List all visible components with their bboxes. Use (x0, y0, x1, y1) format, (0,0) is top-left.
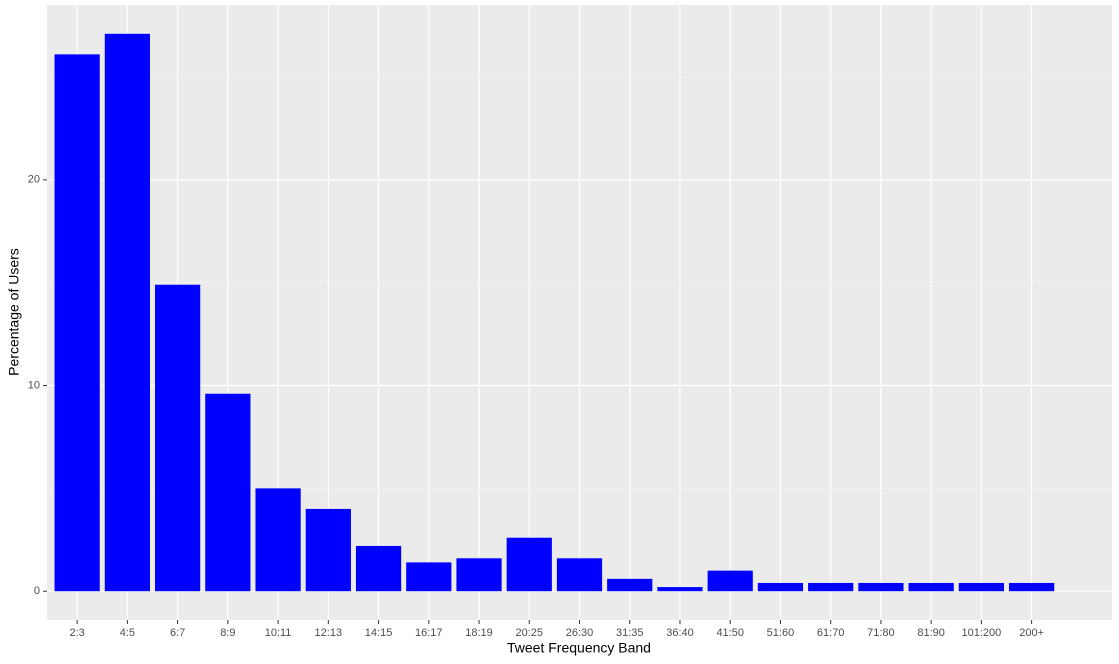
bar (858, 582, 904, 592)
bar (556, 558, 603, 592)
x-tick-label: 31:35 (616, 627, 644, 639)
x-tick-label: 14:15 (365, 627, 393, 639)
x-tick-label: 200+ (1019, 627, 1044, 639)
y-axis-title: Percentage of Users (6, 248, 22, 376)
x-tick-label: 101:200 (962, 627, 1002, 639)
x-tick-label: 20:25 (515, 627, 543, 639)
bar (255, 488, 301, 592)
bar (808, 582, 854, 592)
bar (355, 545, 402, 592)
bar (305, 508, 351, 592)
x-tick-label: 71:80 (867, 627, 895, 639)
y-tick-label: 10 (28, 379, 40, 391)
x-tick-label: 36:40 (666, 627, 694, 639)
y-tick-label: 20 (28, 174, 40, 186)
x-tick-label: 51:60 (767, 627, 795, 639)
x-tick-label: 61:70 (817, 627, 845, 639)
bar (205, 393, 251, 592)
x-axis-title: Tweet Frequency Band (507, 640, 651, 656)
bar (1009, 582, 1055, 592)
x-tick-label: 8:9 (220, 627, 235, 639)
x-tick-label: 26:30 (566, 627, 594, 639)
bar (908, 582, 954, 592)
x-tick-label: 16:17 (415, 627, 443, 639)
bar (456, 558, 502, 592)
bar (155, 284, 201, 592)
x-tick-label: 12:13 (315, 627, 343, 639)
bar (406, 562, 452, 592)
bar (506, 537, 552, 592)
bar (657, 587, 703, 592)
bar (54, 54, 100, 592)
bar (607, 578, 653, 592)
bar (104, 33, 150, 592)
x-tick-label: 6:7 (170, 627, 185, 639)
x-tick-label: 81:90 (917, 627, 945, 639)
x-tick-label: 2:3 (69, 627, 84, 639)
y-tick-label: 0 (34, 585, 40, 597)
x-tick-label: 18:19 (465, 627, 493, 639)
bar (757, 582, 804, 592)
x-tick-label: 41:50 (716, 627, 744, 639)
x-tick-label: 10:11 (265, 627, 292, 639)
x-tick-label: 4:5 (120, 627, 135, 639)
bar (958, 582, 1004, 592)
bar (707, 570, 753, 592)
